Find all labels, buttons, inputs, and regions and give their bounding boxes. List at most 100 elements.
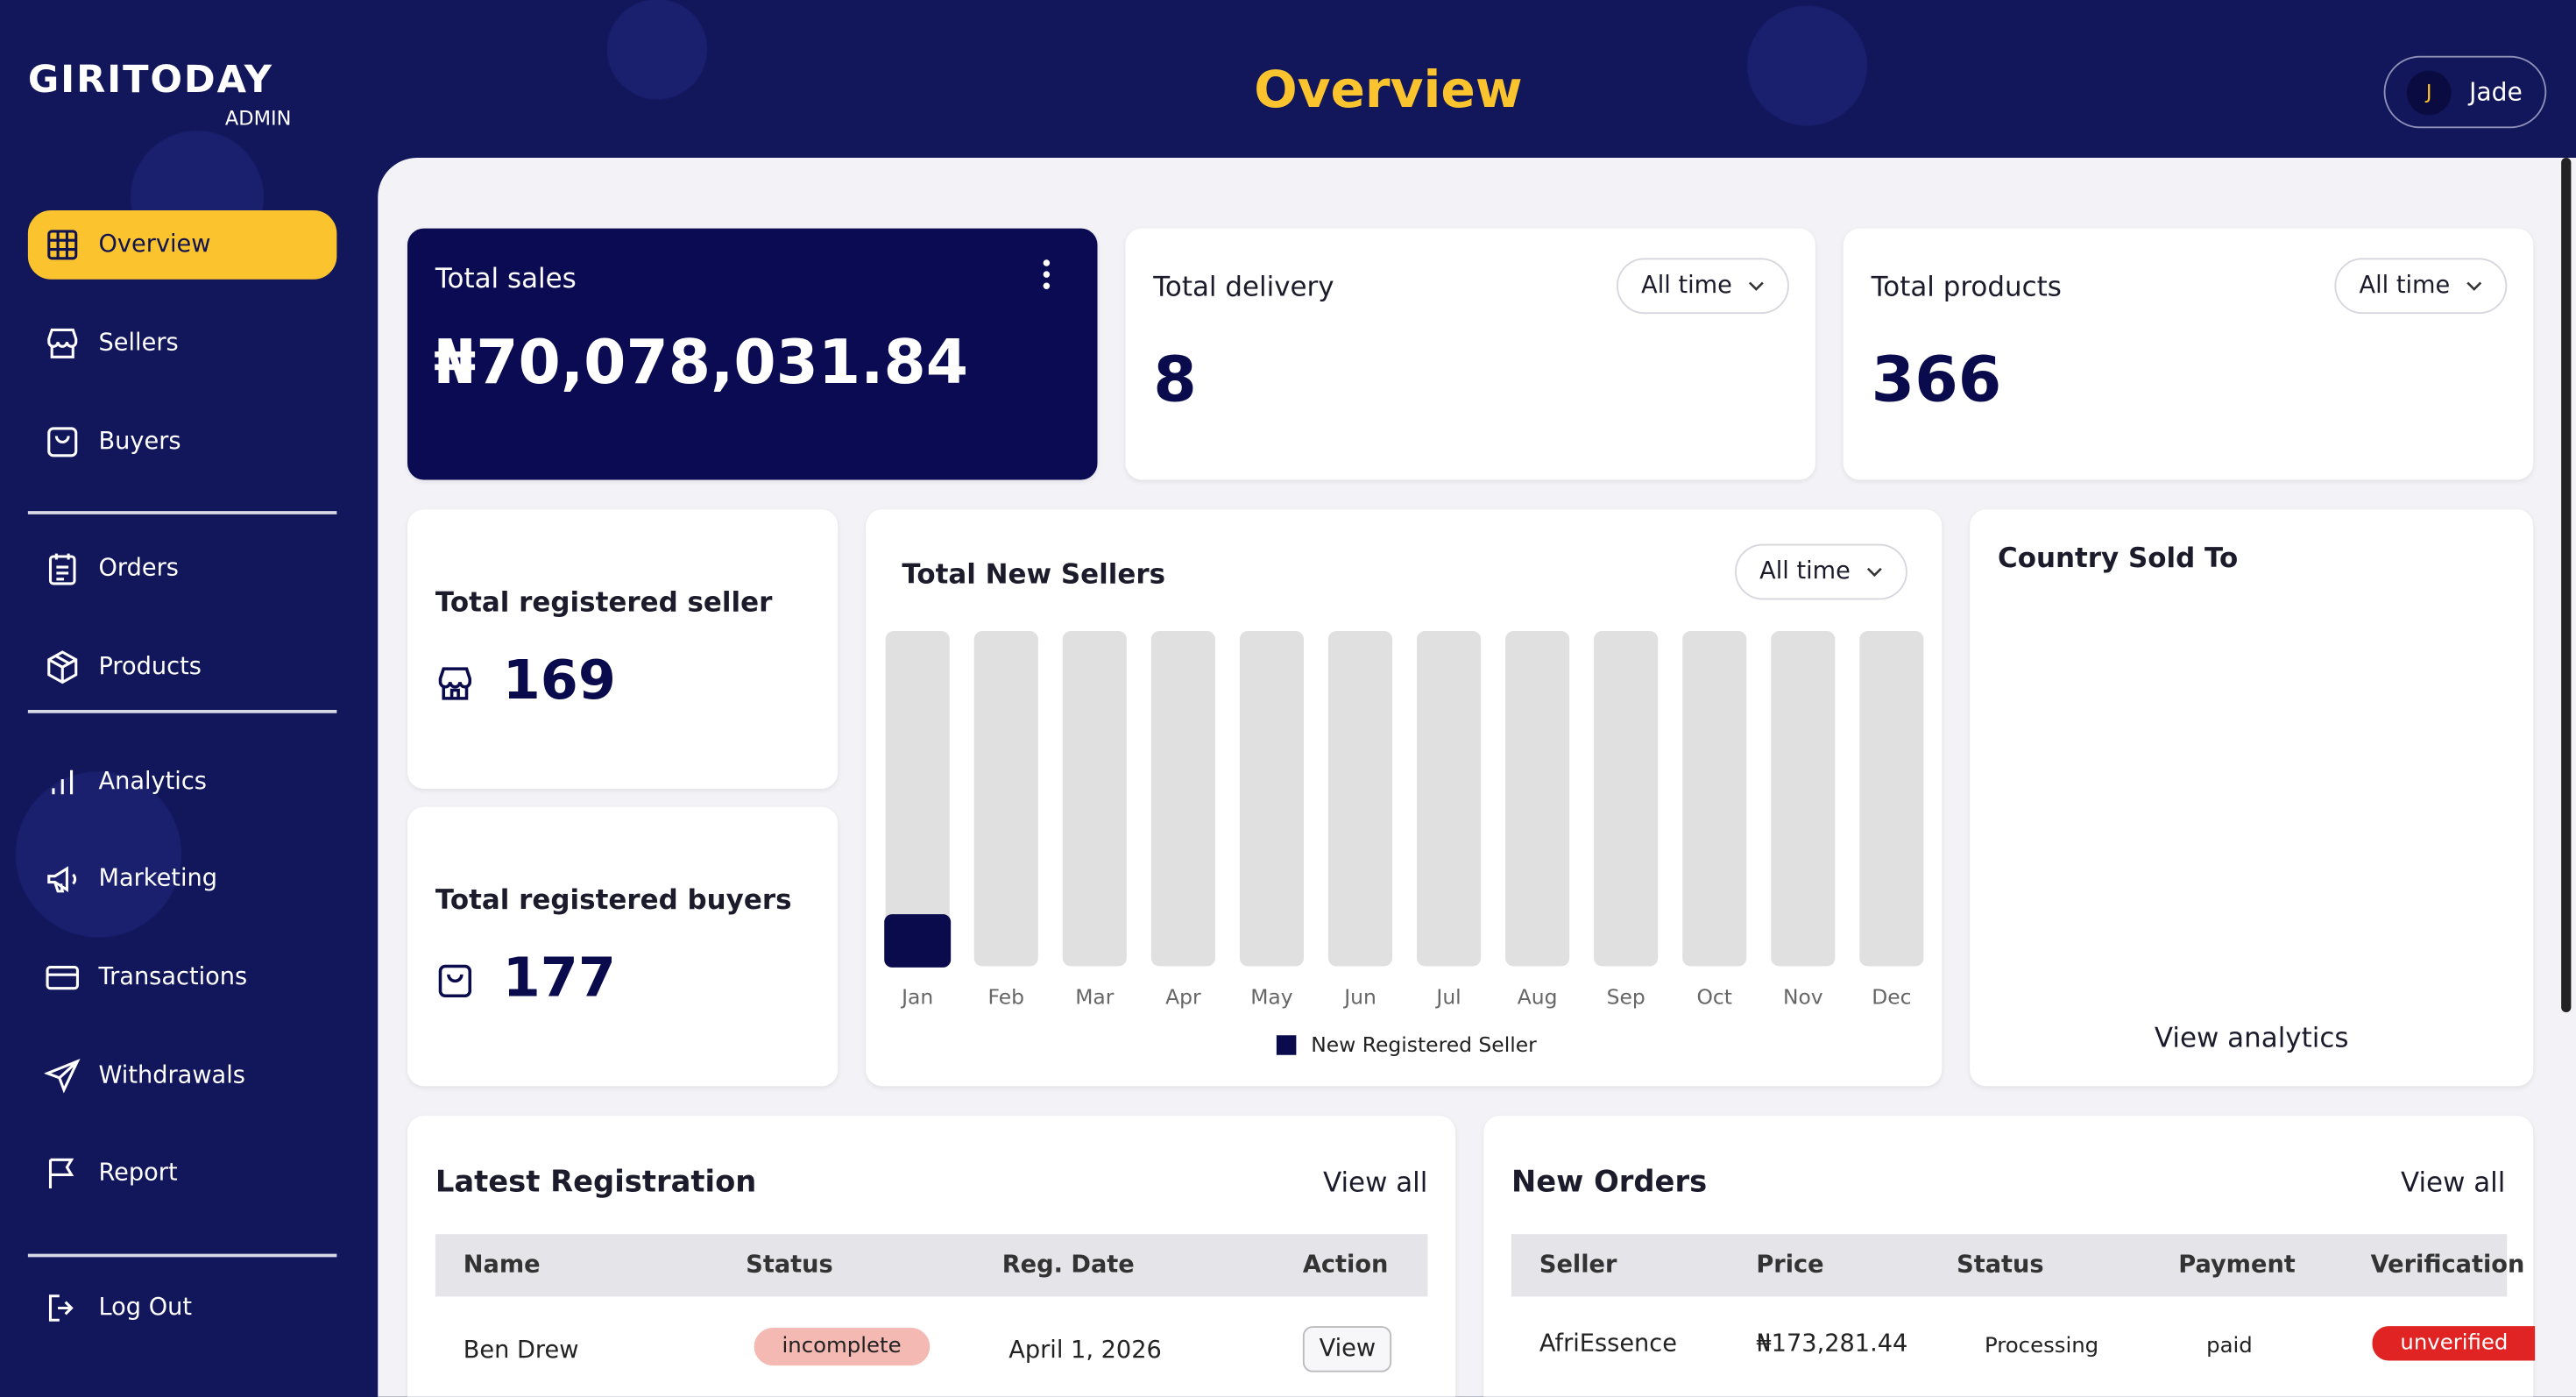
column-header: Status	[1957, 1252, 2044, 1279]
products-card: Total products All time 366	[1843, 228, 2534, 480]
divider	[27, 710, 337, 713]
chart-title: Total New Sellers	[902, 558, 1166, 591]
decoration	[1043, 259, 1051, 266]
x-tick-label: Mar	[1075, 985, 1115, 1010]
filter[interactable]: All time	[2334, 258, 2508, 315]
cell: AfriEssence	[1539, 1330, 1677, 1358]
legend-label: New Registered Seller	[1311, 1032, 1537, 1057]
card-menu[interactable]	[1043, 259, 1051, 289]
card-label: Total registered buyers	[435, 883, 792, 916]
x-tick-label: Apr	[1165, 985, 1201, 1010]
orders-card: New Orders View all Seller Price Status Pay…	[1483, 1116, 2535, 1397]
table-title: New Orders	[1511, 1165, 1708, 1200]
cell: Ben Drew	[463, 1337, 579, 1365]
nav-icon	[46, 966, 79, 990]
nav-label: Sellers	[98, 330, 179, 357]
column-header: Payment	[2178, 1252, 2296, 1279]
user-menu[interactable]: J Jade	[2383, 55, 2547, 129]
x-tick-label: Sep	[1607, 985, 1645, 1010]
column-header: Seller	[1539, 1252, 1617, 1279]
view-all[interactable]: View all	[1322, 1167, 1428, 1198]
decoration	[52, 769, 74, 795]
card-label: Total sales	[435, 263, 577, 294]
decoration	[54, 436, 70, 443]
x-tick-label: Nov	[1783, 985, 1823, 1010]
view-button[interactable]: View	[1302, 1326, 1392, 1372]
x-tick-label: Feb	[988, 985, 1024, 1010]
nav-item[interactable]: Transactions	[28, 943, 337, 1012]
view-analytics[interactable]: View analytics	[2154, 1022, 2349, 1053]
scrollbar	[2561, 158, 2572, 1012]
card-label: Total delivery	[1153, 271, 1334, 302]
bar	[884, 914, 952, 968]
bar-track	[1327, 631, 1393, 967]
country-card: Country Sold To USD175 itemsCAD35 itemsG…	[1970, 509, 2534, 1326]
nav-icon	[44, 1059, 81, 1094]
column-header: Price	[1756, 1252, 1824, 1279]
bar-track	[1505, 631, 1570, 967]
chevron	[1749, 281, 1765, 291]
x-tick-label: Jun	[1342, 985, 1376, 1010]
decoration	[47, 328, 78, 358]
nav-item[interactable]: Products	[28, 633, 337, 702]
nav-item[interactable]: Marketing	[28, 845, 337, 914]
decoration	[46, 966, 79, 990]
nav-label: Log Out	[98, 1294, 192, 1322]
decoration	[47, 866, 77, 893]
nav-item[interactable]: Withdrawals	[28, 1042, 337, 1111]
bag-icon	[438, 964, 472, 998]
nav-item[interactable]: Buyers	[28, 408, 337, 477]
nav-icon	[47, 427, 78, 457]
nav-label: Marketing	[98, 866, 218, 893]
nav-label: Products	[98, 654, 202, 681]
divider	[27, 511, 337, 514]
filter[interactable]: All time	[1617, 258, 1790, 315]
nav-icon	[47, 328, 78, 358]
card-value: 8	[1153, 343, 1197, 416]
decoration	[47, 427, 78, 457]
filter[interactable]: All time	[1735, 543, 1908, 600]
nav-item[interactable]: Overview	[27, 210, 337, 280]
nav-label: Transactions	[98, 964, 248, 991]
nav-label: Orders	[98, 555, 179, 582]
nav-label: Overview	[98, 231, 211, 259]
decoration	[1867, 567, 1883, 578]
verification-badge: unverified	[2372, 1326, 2535, 1361]
card-label: Total registered seller	[435, 586, 773, 618]
nav-item[interactable]: Report	[28, 1138, 337, 1208]
filter-label: All time	[1759, 558, 1851, 585]
bar-track	[1771, 631, 1836, 967]
nav-icon	[47, 866, 77, 893]
column-header: Reg. Date	[1001, 1252, 1135, 1279]
nav-item[interactable]: Orders	[28, 534, 337, 603]
card-value: 177	[502, 945, 616, 1010]
bar-track	[1417, 631, 1482, 967]
nav-item[interactable]: Sellers	[28, 309, 337, 379]
table-title: Latest Registration	[435, 1165, 757, 1200]
nav-label: Analytics	[98, 769, 207, 796]
decoration	[1043, 271, 1051, 278]
nav-label: Report	[98, 1159, 178, 1187]
chevron	[1867, 567, 1883, 578]
decoration	[438, 964, 472, 998]
nav-item[interactable]: Log Out	[28, 1273, 337, 1343]
delivery-card: Total delivery All time 8	[1125, 228, 1815, 480]
column-header: Status	[746, 1252, 833, 1279]
x-tick-label: Oct	[1697, 985, 1732, 1010]
decoration	[48, 230, 76, 259]
nav-icon	[47, 230, 78, 260]
decoration	[1749, 281, 1765, 291]
cell: ₦173,281.44	[1756, 1330, 1908, 1358]
nav-icon	[48, 1158, 74, 1188]
card-value: 366	[1871, 343, 2002, 416]
decoration	[438, 667, 472, 700]
cell: April 1, 2026	[1008, 1337, 1162, 1365]
x-tick-label: Jan	[900, 985, 933, 1010]
nav-item[interactable]: Analytics	[28, 748, 337, 817]
view-all[interactable]: View all	[2400, 1167, 2506, 1198]
table-header	[435, 1234, 1428, 1297]
decoration	[47, 650, 78, 684]
country-title: Country Sold To	[1998, 542, 2239, 574]
nav-icon	[48, 1294, 74, 1322]
